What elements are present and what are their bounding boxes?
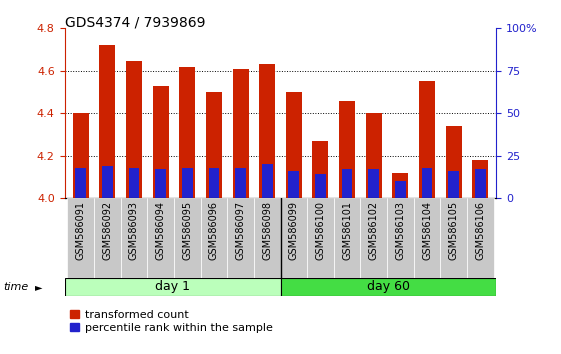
Text: GSM586095: GSM586095 [182,201,192,260]
Bar [262,164,273,198]
Bar [128,168,139,198]
Bar [67,198,94,278]
Text: GSM586101: GSM586101 [342,201,352,259]
Bar [206,92,222,198]
Bar [121,198,147,278]
Bar [94,198,121,278]
Bar [200,198,227,278]
Bar [153,86,168,198]
Bar [315,175,326,198]
Text: GSM586106: GSM586106 [476,201,485,259]
Bar [65,278,280,296]
Bar [446,126,462,198]
Bar [179,67,195,198]
Text: GSM586103: GSM586103 [396,201,406,259]
Text: GSM586097: GSM586097 [236,201,246,260]
Bar [155,169,166,198]
Bar [259,64,275,198]
Bar [227,198,254,278]
Legend: transformed count, percentile rank within the sample: transformed count, percentile rank withi… [70,310,273,333]
Bar [75,168,86,198]
Bar [102,166,113,198]
Bar [280,278,496,296]
Bar [288,171,299,198]
Bar [440,198,467,278]
Text: GSM586104: GSM586104 [422,201,432,259]
Bar [174,198,200,278]
Bar [448,171,459,198]
Bar [235,168,246,198]
Text: GSM586094: GSM586094 [155,201,165,259]
Text: day 60: day 60 [367,280,410,293]
Bar [419,81,435,198]
Text: GSM586098: GSM586098 [262,201,272,259]
Bar [334,198,361,278]
Bar [395,181,406,198]
Bar [342,169,352,198]
Bar [232,69,249,198]
Text: GSM586096: GSM586096 [209,201,219,259]
Bar [369,169,379,198]
Text: time: time [3,282,28,292]
Text: GSM586099: GSM586099 [289,201,299,259]
Text: GSM586102: GSM586102 [369,201,379,260]
Bar [467,198,494,278]
Bar [182,168,192,198]
Bar [147,198,174,278]
Bar [387,198,414,278]
Bar [472,160,489,198]
Text: ►: ► [35,282,42,292]
Bar [393,173,408,198]
Text: GSM586092: GSM586092 [102,201,112,260]
Bar [414,198,440,278]
Bar [312,141,329,198]
Bar [280,198,307,278]
Bar [422,168,433,198]
Bar [99,45,115,198]
Text: day 1: day 1 [155,280,190,293]
Bar [126,61,142,198]
Text: GDS4374 / 7939869: GDS4374 / 7939869 [65,16,205,30]
Bar [475,169,486,198]
Text: GSM586091: GSM586091 [76,201,85,259]
Bar [72,113,89,198]
Text: GSM586093: GSM586093 [129,201,139,259]
Text: GSM586105: GSM586105 [449,201,459,260]
Bar [307,198,334,278]
Text: GSM586100: GSM586100 [315,201,325,259]
Bar [286,92,302,198]
Bar [366,113,382,198]
Bar [361,198,387,278]
Bar [339,101,355,198]
Bar [254,198,280,278]
Bar [209,168,219,198]
